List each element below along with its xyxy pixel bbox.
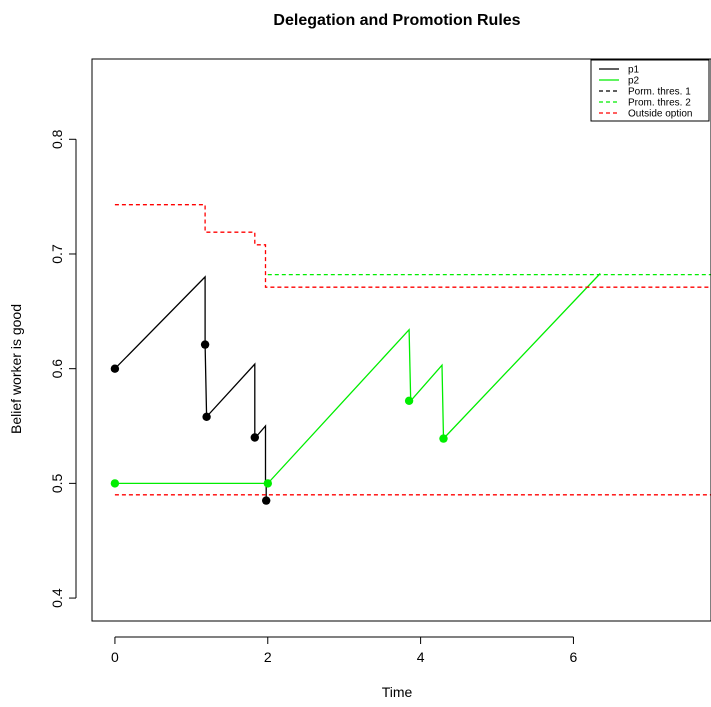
legend-entry-3: Prom. thres. 2	[628, 98, 691, 109]
x-tick-label-3: 6	[570, 649, 578, 665]
data-point-p2-3	[439, 434, 448, 443]
legend-entry-0: p1	[628, 65, 640, 76]
data-point-p1-2	[202, 412, 211, 421]
plot-frame	[91, 58, 711, 622]
data-point-p1-4	[262, 496, 271, 505]
legend-entry-4: Outside option	[628, 109, 693, 120]
data-point-p1-3	[250, 433, 259, 442]
y-tick-label-1: 0.5	[49, 473, 65, 493]
y-tick-label-4: 0.8	[49, 129, 65, 149]
y-tick-label-0: 0.4	[49, 588, 65, 608]
legend-box	[590, 59, 710, 122]
x-axis-label: Time	[382, 684, 413, 700]
y-axis-label: Belief worker is good	[8, 304, 24, 434]
series-line-outside-option	[114, 204, 711, 288]
y-tick-label-2: 0.6	[49, 359, 65, 379]
data-point-p2-2	[404, 396, 414, 405]
y-tick-label-3: 0.7	[49, 244, 65, 264]
x-tick-label-1: 2	[264, 649, 272, 665]
series-line-p1	[114, 275, 267, 501]
data-point-p2-1	[263, 479, 272, 488]
chart-title: Delegation and Promotion Rules	[273, 12, 520, 29]
legend-entry-2: Porm. thres. 1	[628, 87, 691, 98]
plot-area	[110, 204, 711, 505]
x-tick-label-2: 4	[417, 649, 425, 665]
data-point-p2-0	[110, 479, 120, 488]
x-tick-label-0: 0	[111, 649, 119, 665]
legend-entry-1: p2	[628, 76, 640, 87]
data-point-p1-0	[110, 364, 120, 373]
data-point-p1-1	[200, 340, 210, 349]
series-line-p2	[114, 273, 601, 485]
axes: 0 2 4 6 0.4 0.5 0.6 0.7 0.8	[49, 58, 711, 665]
